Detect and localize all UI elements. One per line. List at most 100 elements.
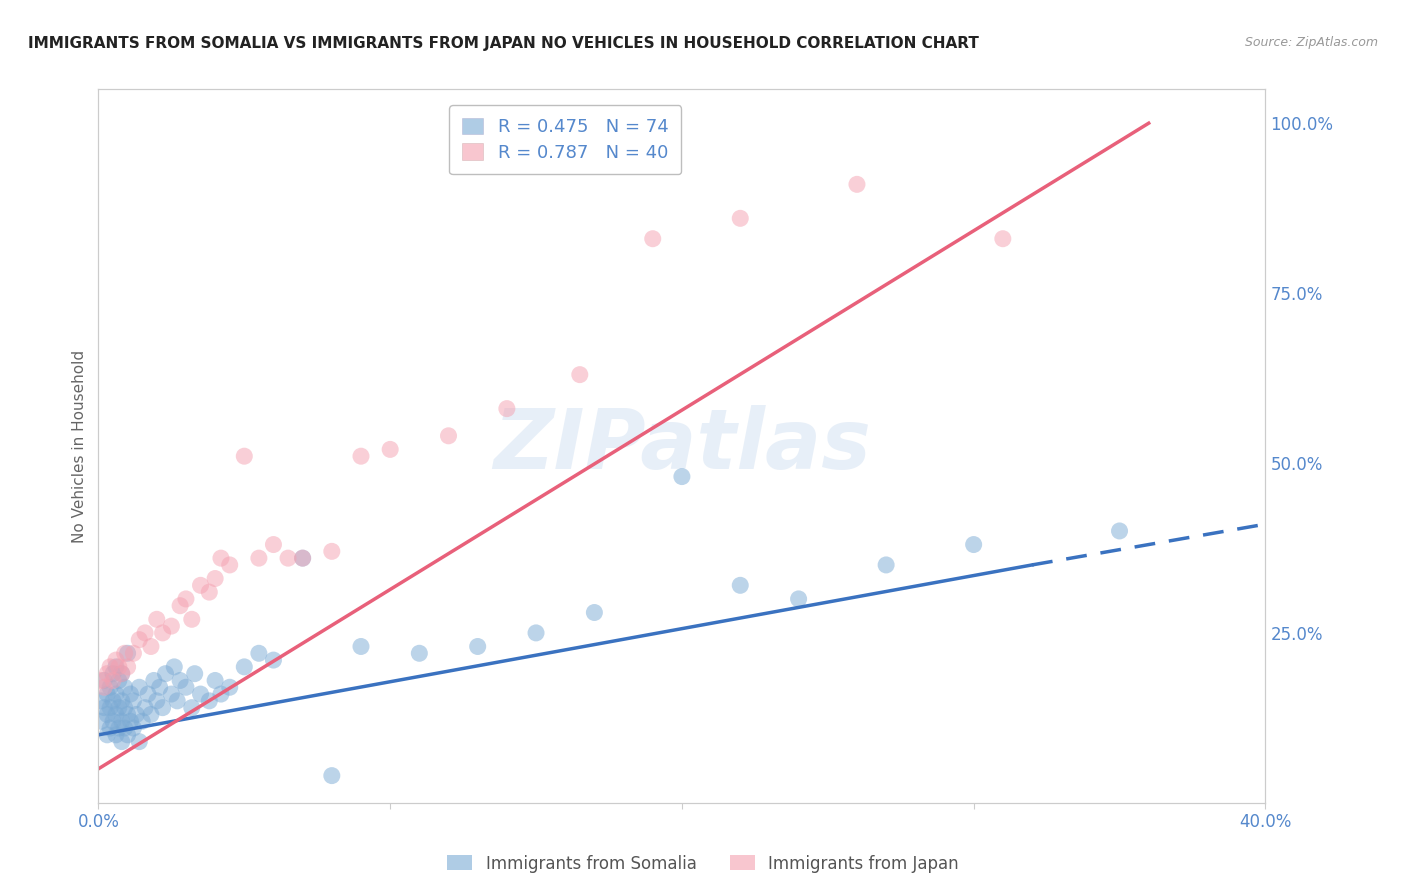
Point: [247, 646, 270, 660]
Point: [120, 687, 142, 701]
Point: [122, 721, 145, 735]
Point: [174, 591, 197, 606]
Point: [101, 673, 124, 688]
Point: [96, 666, 118, 681]
Point: [218, 558, 240, 572]
Point: [108, 673, 131, 688]
Point: [991, 232, 1014, 246]
Point: [128, 632, 150, 647]
Point: [111, 734, 134, 748]
Point: [90, 694, 112, 708]
Point: [152, 700, 174, 714]
Point: [277, 551, 299, 566]
Point: [169, 673, 191, 688]
Point: [467, 640, 489, 654]
Point: [139, 640, 162, 654]
Point: [180, 612, 202, 626]
Point: [437, 429, 460, 443]
Point: [104, 687, 127, 701]
Point: [198, 585, 221, 599]
Point: [174, 680, 197, 694]
Point: [291, 551, 314, 566]
Point: [101, 714, 124, 729]
Point: [233, 660, 256, 674]
Point: [114, 680, 136, 694]
Point: [122, 646, 145, 660]
Point: [139, 707, 162, 722]
Point: [117, 660, 139, 674]
Point: [93, 700, 115, 714]
Point: [524, 626, 547, 640]
Y-axis label: No Vehicles in Household: No Vehicles in Household: [72, 350, 87, 542]
Point: [104, 660, 127, 674]
Point: [190, 687, 212, 701]
Point: [163, 660, 186, 674]
Point: [93, 673, 115, 688]
Point: [90, 714, 112, 729]
Point: [98, 721, 121, 735]
Point: [134, 700, 156, 714]
Point: [98, 700, 121, 714]
Point: [114, 646, 136, 660]
Point: [108, 721, 131, 735]
Point: [160, 619, 183, 633]
Point: [209, 687, 232, 701]
Point: [128, 680, 150, 694]
Point: [136, 687, 159, 701]
Legend: Immigrants from Somalia, Immigrants from Japan: Immigrants from Somalia, Immigrants from…: [440, 848, 966, 880]
Point: [152, 626, 174, 640]
Point: [198, 694, 221, 708]
Point: [408, 646, 430, 660]
Point: [142, 673, 165, 688]
Point: [875, 558, 897, 572]
Point: [96, 687, 118, 701]
Point: [204, 673, 226, 688]
Point: [104, 728, 127, 742]
Point: [209, 551, 232, 566]
Point: [146, 612, 169, 626]
Point: [96, 728, 118, 742]
Point: [93, 680, 115, 694]
Point: [111, 694, 134, 708]
Point: [180, 700, 202, 714]
Point: [1108, 524, 1130, 538]
Point: [166, 694, 188, 708]
Point: [104, 653, 127, 667]
Point: [117, 646, 139, 660]
Point: [120, 714, 142, 729]
Point: [641, 232, 664, 246]
Point: [98, 660, 121, 674]
Point: [114, 721, 136, 735]
Point: [247, 551, 270, 566]
Point: [104, 707, 127, 722]
Point: [111, 714, 134, 729]
Point: [96, 707, 118, 722]
Point: [111, 666, 134, 681]
Point: [730, 578, 752, 592]
Point: [568, 368, 591, 382]
Point: [380, 442, 402, 457]
Point: [117, 728, 139, 742]
Point: [101, 694, 124, 708]
Point: [233, 449, 256, 463]
Point: [218, 680, 240, 694]
Point: [583, 606, 606, 620]
Point: [128, 734, 150, 748]
Point: [846, 178, 869, 192]
Point: [146, 694, 169, 708]
Point: [122, 694, 145, 708]
Point: [496, 401, 519, 416]
Point: [131, 714, 153, 729]
Point: [291, 551, 314, 566]
Point: [169, 599, 191, 613]
Point: [108, 700, 131, 714]
Point: [204, 572, 226, 586]
Point: [134, 626, 156, 640]
Point: [160, 687, 183, 701]
Point: [155, 666, 177, 681]
Point: [149, 680, 172, 694]
Text: Source: ZipAtlas.com: Source: ZipAtlas.com: [1244, 36, 1378, 49]
Point: [262, 653, 284, 667]
Point: [787, 591, 810, 606]
Point: [321, 769, 343, 783]
